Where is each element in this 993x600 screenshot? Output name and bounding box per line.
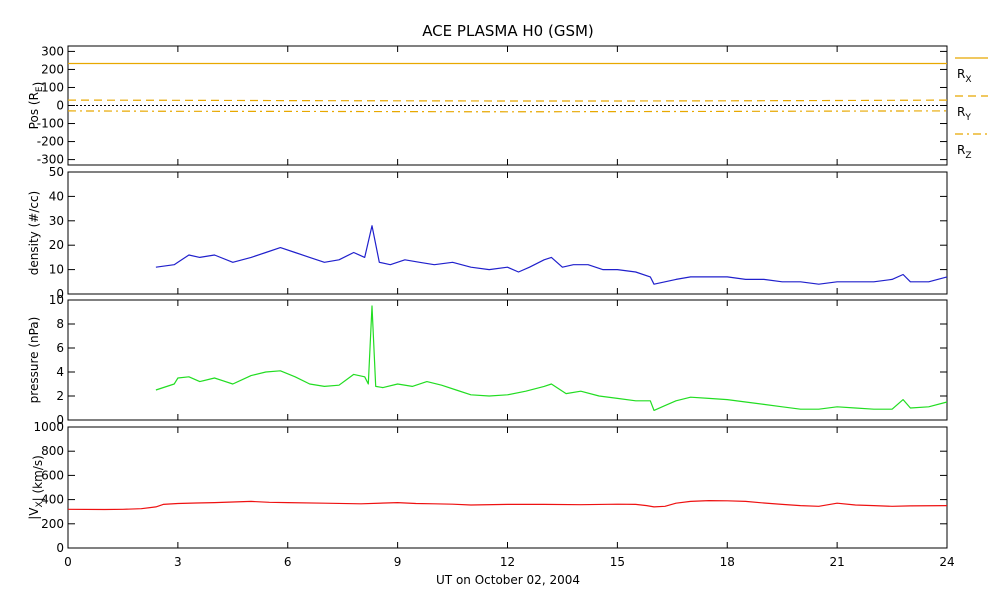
y-tick-label: 800 [41,444,64,458]
x-tick-label: 9 [394,555,402,569]
y-axis-title: density (#/cc) [27,191,41,275]
y-tick-label: 0 [56,413,64,427]
panel-1: 300 200 100 0 -100 -200 -300 Pos (RE) RX RY RZ [27,44,988,167]
y-tick-label: 30 [49,214,64,228]
x-tick-label: 24 [939,555,954,569]
y-tick-label: 8 [56,317,64,331]
legend-label: RZ [957,143,972,161]
y-tick-label: -100 [37,117,64,131]
x-tick-label: 3 [174,555,182,569]
y-axis-title: |VX| (km/s) [27,455,45,520]
panel-frame [67,299,948,421]
legend-label: RX [957,67,972,85]
panel-4: 1000 800 600 400 200 00 3 6 9 12 15 18 21 24 |VX| (km/… [27,420,955,569]
y-tick-label: 10 [49,293,64,307]
y-tick-label: 200 [41,517,64,531]
x-tick-label: 12 [500,555,515,569]
x-axis-title: UT on October 02, 2004 [436,573,580,587]
x-tick-label: 15 [610,555,625,569]
series-line-r-z [67,110,948,113]
panel-frame [67,171,948,295]
panel-frame [67,426,948,549]
y-tick-label: 20 [49,238,64,252]
series-line-vx [67,500,948,511]
y-axis-title: pressure (nPa) [27,317,41,404]
y-tick-label: 0 [56,99,64,113]
y-tick-label: 200 [41,62,64,76]
y-tick-label: 40 [49,189,64,203]
y-tick-label: 50 [49,165,64,179]
y-tick-label: 6 [56,341,64,355]
legend-label: RY [957,105,971,123]
y-tick-label: 2 [56,389,64,403]
y-tick-label: -200 [37,135,64,149]
y-tick-label: 10 [49,263,64,277]
y-tick-label: -300 [37,153,64,167]
y-axis-title: Pos (RE) [27,82,45,130]
y-tick-label: 1000 [33,420,64,434]
series-line-r-y [67,99,948,102]
panel-3: 10 8 6 4 2 0 pressure (nPa) [27,293,948,427]
y-tick-label: 0 [56,541,64,555]
panel-2: 50 40 30 20 10 0 density (#/cc) [27,165,948,301]
x-tick-label: 18 [720,555,735,569]
y-tick-label: 300 [41,44,64,58]
y-tick-label: 0 [56,287,64,301]
series-line-pressure [155,305,948,411]
y-tick-label: 400 [41,493,64,507]
y-tick-label: 600 [41,468,64,482]
x-tick-label: 21 [829,555,844,569]
y-tick-label: 100 [41,80,64,94]
y-tick-label: 4 [56,365,64,379]
x-tick-label: 6 [284,555,292,569]
x-tick-label: 0 [64,555,72,569]
chart-title: ACE PLASMA H0 (GSM) [422,22,594,40]
series-line-density [155,225,948,285]
